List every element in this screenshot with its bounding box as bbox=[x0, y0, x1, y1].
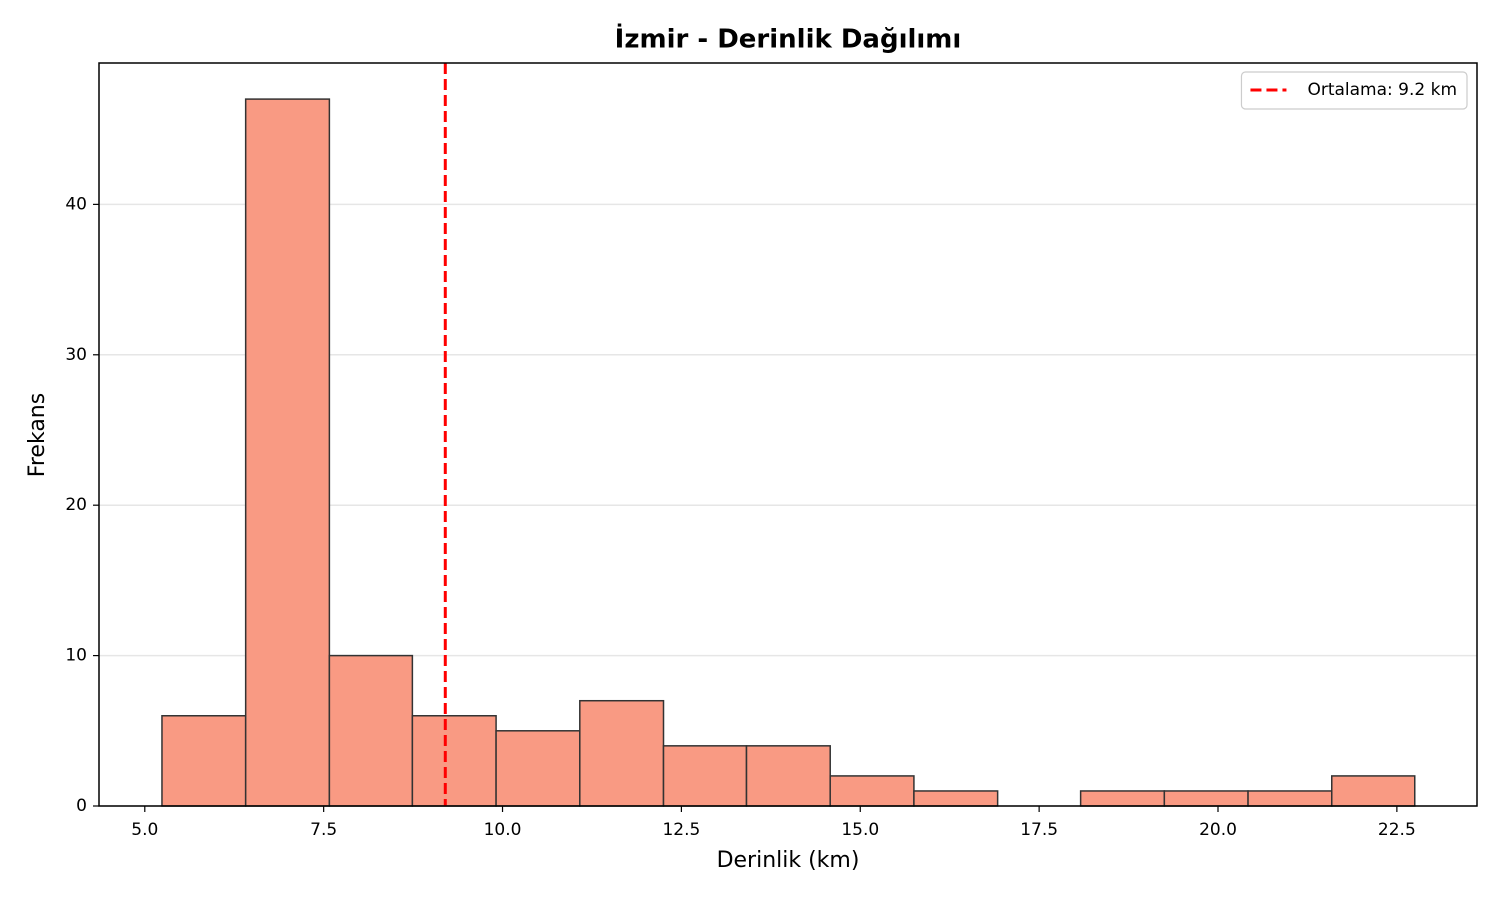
bar bbox=[829, 775, 915, 807]
x-tick-label: 20.0 bbox=[1199, 820, 1237, 840]
bar bbox=[1247, 790, 1333, 807]
x-axis-label: Derinlik (km) bbox=[717, 848, 860, 873]
plot-frame bbox=[98, 62, 1478, 807]
y-tick-label: 30 bbox=[65, 345, 87, 365]
y-tick-label: 20 bbox=[65, 495, 87, 515]
legend-label: Ortalama: 9.2 km bbox=[1307, 80, 1457, 100]
bar bbox=[1163, 790, 1249, 807]
bar bbox=[579, 699, 665, 807]
x-tick-label: 5.0 bbox=[131, 820, 158, 840]
y-axis-label: Frekans bbox=[25, 393, 50, 477]
x-tick-label: 22.5 bbox=[1378, 820, 1416, 840]
bar bbox=[244, 98, 331, 807]
y-tick-label: 10 bbox=[65, 646, 87, 666]
bar bbox=[1079, 790, 1166, 807]
chart-title: İzmir - Derinlik Dağılımı bbox=[615, 23, 962, 55]
x-tick-label: 15.0 bbox=[841, 820, 879, 840]
y-tick-label: 0 bbox=[76, 796, 87, 816]
bar bbox=[495, 730, 581, 807]
x-tick-label: 12.5 bbox=[662, 820, 700, 840]
bar bbox=[662, 745, 748, 807]
x-tick-label: 17.5 bbox=[1020, 820, 1058, 840]
bar bbox=[745, 745, 831, 807]
x-tick-label: 10.0 bbox=[484, 820, 522, 840]
bar bbox=[411, 715, 497, 807]
bar bbox=[328, 654, 414, 807]
bar bbox=[1331, 775, 1416, 807]
bar bbox=[161, 715, 247, 807]
y-tick-label: 40 bbox=[65, 194, 87, 214]
x-tick-label: 7.5 bbox=[310, 820, 337, 840]
legend-box bbox=[1240, 71, 1468, 110]
bar bbox=[913, 790, 999, 807]
